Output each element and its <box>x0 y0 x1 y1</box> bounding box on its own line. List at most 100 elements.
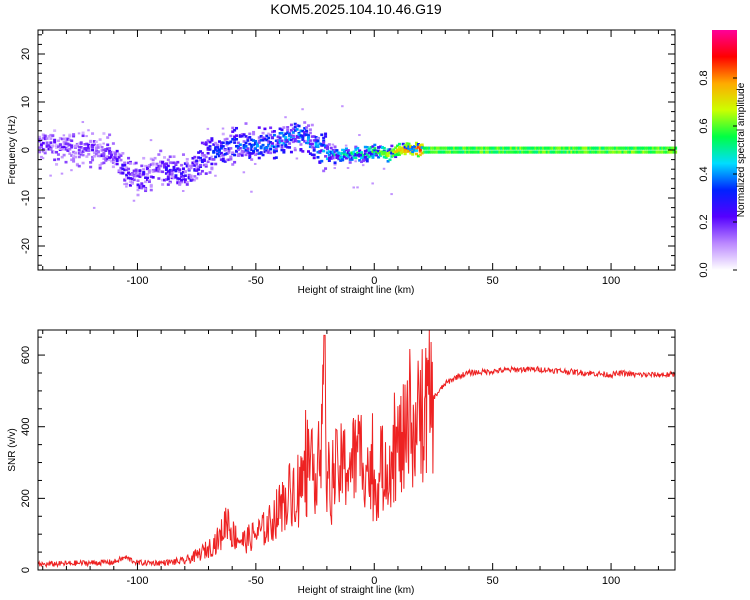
spectrogram-cell <box>286 131 290 135</box>
spectrogram-cell <box>70 139 74 143</box>
spectrogram-cell <box>477 146 481 150</box>
spectrogram-cell <box>197 172 201 176</box>
spectrogram-cell <box>134 171 138 175</box>
spectrogram-cell <box>200 160 204 164</box>
spectrogram-cell <box>358 159 362 162</box>
spectrogram-cell <box>172 165 176 169</box>
spectrogram-cell <box>77 164 81 168</box>
spectrogram-cell <box>286 126 290 129</box>
spectrogram-cell <box>56 157 60 161</box>
spectrogram-cell <box>204 155 208 159</box>
spectrogram-cell <box>200 151 204 155</box>
spectrogram-cell <box>125 166 129 169</box>
spectrogram-cell <box>176 167 180 171</box>
spectrogram-cell <box>153 169 157 172</box>
spectrogram-cell <box>558 150 562 154</box>
spectrogram-cell <box>252 139 256 142</box>
spectrogram-cell <box>113 156 117 159</box>
spectrogram-cell <box>250 158 254 161</box>
spectrogram-cell <box>278 136 282 140</box>
spectrogram-cell <box>269 133 273 137</box>
spectrogram-cell <box>612 150 615 154</box>
spectrogram-cell <box>68 147 72 151</box>
spectrogram-cell <box>130 177 134 181</box>
spectrogram-cell <box>299 143 303 146</box>
spectrogram-cell <box>134 161 138 165</box>
snr-series-line <box>37 330 676 569</box>
spectrogram-cell <box>178 181 182 184</box>
spectrogram-cell <box>403 152 407 155</box>
spectrogram-cell <box>422 150 426 154</box>
x-tick-label: 50 <box>487 575 499 587</box>
spectrogram-cell <box>225 144 229 147</box>
spectrogram-cell <box>310 135 314 138</box>
spectrogram-cell <box>377 155 381 159</box>
spectrogram-cell <box>341 155 345 159</box>
spectrogram-cell <box>231 163 235 166</box>
spectrogram-cell <box>468 146 471 150</box>
spectrogram-cell <box>212 143 216 146</box>
spectrogram-cell <box>58 136 62 140</box>
spectrogram-cell <box>240 149 244 153</box>
spectrogram-cell <box>144 187 147 190</box>
colorbar-tick-label: 0.6 <box>698 118 710 133</box>
spectrogram-cell <box>261 143 265 147</box>
spectrogram-cell <box>301 108 304 111</box>
spectrogram-cell <box>267 144 271 147</box>
spectrogram-cell <box>363 152 367 156</box>
spectrogram-cell <box>322 169 326 173</box>
spectrogram-cell <box>621 150 625 154</box>
spectrogram-cell <box>208 157 212 160</box>
spectrogram-cell <box>204 141 208 144</box>
spectrogram-cell <box>170 176 174 180</box>
spectrogram-cell <box>223 160 227 163</box>
spectrogram-cell <box>60 172 64 175</box>
spectrogram-cell <box>371 156 375 159</box>
spectrogram-cell <box>562 146 566 150</box>
spectrogram-cell <box>672 150 676 154</box>
spectrogram-cell <box>98 138 102 141</box>
spectrogram-cell <box>272 145 276 149</box>
spectrogram-cell <box>396 153 400 156</box>
spectrogram-cell <box>170 170 174 174</box>
spectrogram-cell <box>208 148 212 151</box>
spectrogram-cell <box>164 162 168 165</box>
spectrogram-cell <box>288 146 292 149</box>
spectrogram-cell <box>369 152 373 156</box>
spectrogram-cell <box>121 167 125 171</box>
spectrogram-cell <box>397 142 401 146</box>
spectrogram-cell <box>115 159 119 163</box>
spectrogram-cell <box>45 141 49 145</box>
spectrogram-cell <box>144 164 148 168</box>
spectrogram-cell <box>403 150 407 153</box>
spectrogram-cell <box>657 146 661 150</box>
spectrogram-cell <box>365 157 369 161</box>
spectrogram-cell <box>89 165 93 169</box>
spectrogram-cell <box>380 146 384 149</box>
spectrogram-cell <box>284 143 288 147</box>
spectrogram-cell <box>238 146 242 150</box>
spectrogram-cell <box>212 150 216 154</box>
spectrogram-cell <box>318 142 322 146</box>
spectrogram-cell <box>242 133 246 136</box>
spectrogram-cell <box>269 145 272 148</box>
spectrogram-cell <box>136 174 140 178</box>
spectrogram-cell <box>185 164 189 168</box>
spectrogram-cell <box>115 157 119 161</box>
spectrogram-cell <box>166 177 170 181</box>
spectrogram-cell <box>399 146 403 150</box>
spectrogram-cell <box>593 146 596 150</box>
colorbar-tick-label: 0.2 <box>698 214 710 229</box>
spectrogram-cell <box>579 150 583 154</box>
spectrogram-cell <box>261 136 265 139</box>
spectrogram-cell <box>236 146 240 150</box>
spectrogram-cell <box>181 175 185 178</box>
spectrogram-cell <box>320 143 324 146</box>
spectrogram-cell <box>291 127 295 131</box>
spectrogram-cell <box>102 148 106 152</box>
spectrogram-cell <box>181 176 185 180</box>
spectrogram-cell <box>216 152 220 156</box>
spectrogram-cell <box>94 152 98 156</box>
spectrogram-cell <box>346 149 350 152</box>
spectrogram-cell <box>231 130 235 133</box>
